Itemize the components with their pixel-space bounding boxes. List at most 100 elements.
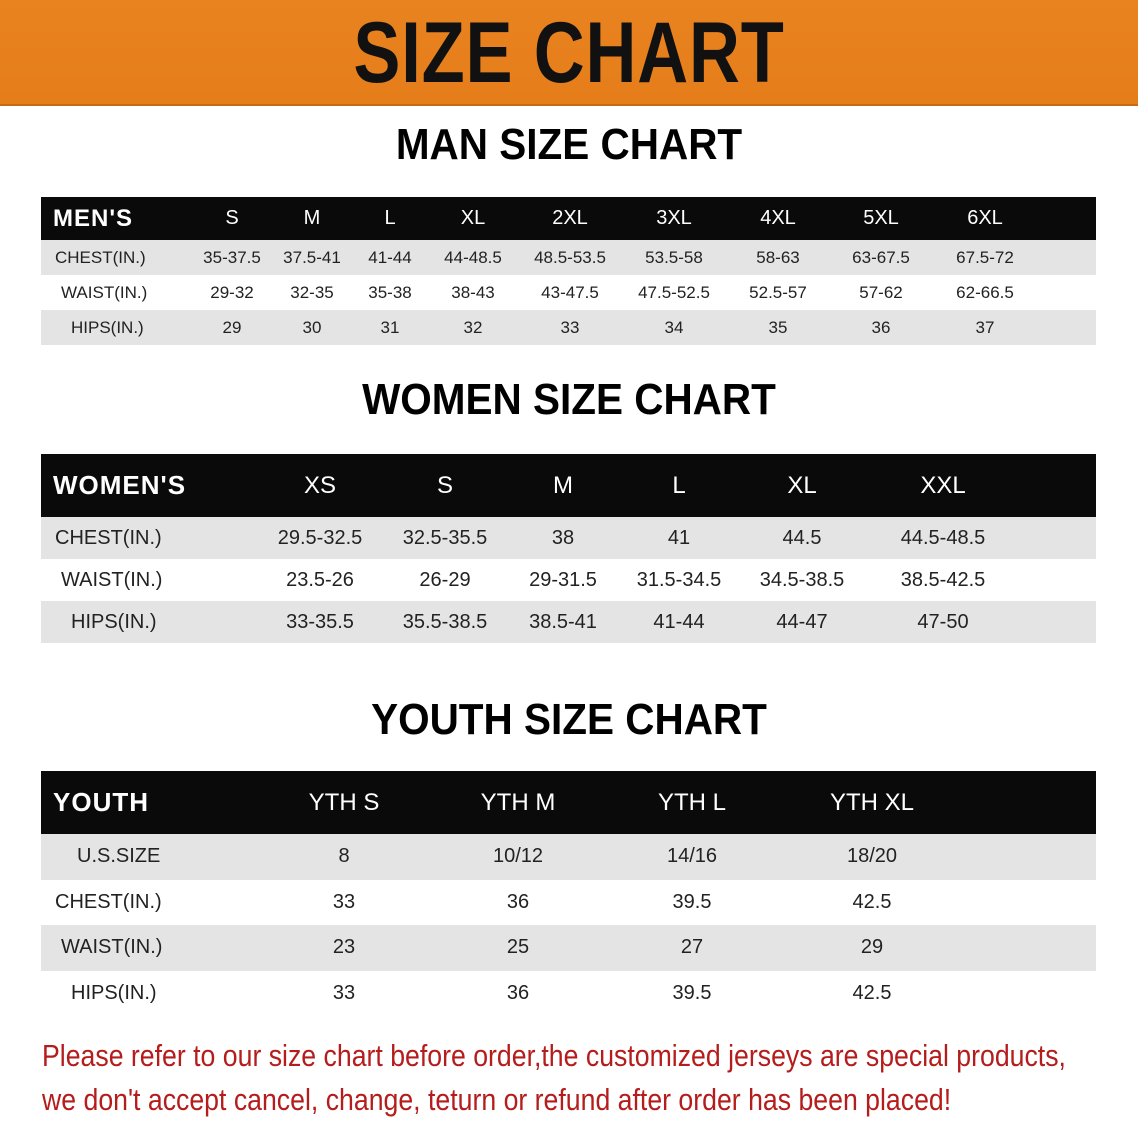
measurement-value: 36: [506, 981, 530, 1004]
table-row: HIPS(IN.) 33-35.5 35.5-38.5 38.5-41 41-44 44-…: [41, 601, 1096, 643]
measurement-value: 23.5-26: [286, 568, 354, 591]
size-header-cell: L: [672, 471, 686, 499]
measurement-value: 18/20: [846, 845, 898, 868]
size-header-cell: 5XL: [863, 207, 899, 229]
measurement-value: 58-63: [756, 247, 800, 267]
size-header-cell: 6XL: [967, 207, 1003, 229]
measurement-label: WAIST(IN.): [61, 936, 163, 959]
measurement-value: 32.5-35.5: [402, 526, 488, 549]
measurement-value: 53.5-58: [645, 247, 703, 267]
measurement-value: 34: [664, 317, 684, 337]
measurement-value: 44-47: [776, 610, 828, 633]
measurement-value: 10/12: [492, 845, 544, 868]
measurement-value: 33: [332, 981, 356, 1004]
measurement-value: 39.5: [672, 981, 712, 1004]
size-header-cell: 2XL: [552, 207, 588, 229]
size-header-cell: M: [303, 207, 321, 229]
table-header-row: WOMEN'S XS S M L XL XXL: [41, 454, 1096, 517]
measurement-value: 67.5-72: [956, 247, 1014, 267]
measurement-label: U.S.SIZE: [77, 845, 161, 868]
measurement-value: 29.5-32.5: [277, 526, 363, 549]
measurement-value: 42.5: [852, 890, 892, 913]
measurement-value: 29: [222, 317, 242, 337]
table-row: WAIST(IN.) 23.5-26 26-29 29-31.5 31.5-34.5 34…: [41, 559, 1096, 601]
table-row: HIPS(IN.) 29 30 31 32 33 34 35 36 37: [41, 310, 1096, 345]
size-header-cell: S: [225, 207, 239, 229]
measurement-value: 31: [380, 317, 400, 337]
table-row: CHEST(IN.) 35-37.5 37.5-41 41-44 44-48.5 48.5…: [41, 240, 1096, 275]
measurement-value: 29-32: [210, 282, 254, 302]
measurement-value: 34.5-38.5: [759, 568, 845, 591]
measurement-value: 41: [667, 526, 691, 549]
measurement-value: 38.5-41: [529, 610, 597, 633]
measurement-value: 43-47.5: [541, 282, 599, 302]
notice-line-1: Please refer to our size chart before or…: [42, 1038, 1066, 1073]
measurement-value: 31.5-34.5: [636, 568, 722, 591]
table-row: CHEST(IN.) 33 36 39.5 42.5: [41, 879, 1096, 925]
measurement-value: 37.5-41: [283, 247, 341, 267]
banner-title: SIZE CHART: [353, 5, 785, 101]
size-header-cell: XL: [787, 471, 817, 499]
measurement-value: 37: [975, 317, 995, 337]
title-banner: SIZE CHART: [0, 0, 1138, 106]
measurement-value: 14/16: [666, 845, 718, 868]
measurement-value: 35.5-38.5: [402, 610, 488, 633]
measurement-value: 25: [506, 936, 530, 959]
measurement-value: 62-66.5: [956, 282, 1014, 302]
measurement-value: 29: [860, 936, 884, 959]
measurement-value: 26-29: [419, 568, 471, 591]
measurement-value: 63-67.5: [852, 247, 910, 267]
measurement-value: 30: [302, 317, 322, 337]
measurement-value: 44.5: [782, 526, 822, 549]
measurement-value: 47.5-52.5: [638, 282, 710, 302]
table-row: CHEST(IN.) 29.5-32.5 32.5-35.5 38 41 44.5 44.5…: [41, 517, 1096, 559]
measurement-value: 35-38: [368, 282, 412, 302]
table-row: WAIST(IN.) 23 25 27 29: [41, 925, 1096, 971]
size-header-cell: 4XL: [760, 207, 796, 229]
measurement-value: 39.5: [672, 890, 712, 913]
size-header-cell: YTH L: [657, 788, 727, 816]
measurement-value: 33: [560, 317, 580, 337]
measurement-label: WAIST(IN.): [61, 282, 148, 302]
measurement-value: 36: [506, 890, 530, 913]
size-header-cell: XXL: [920, 471, 966, 499]
measurement-value: 47-50: [917, 610, 969, 633]
size-header-cell: YTH M: [480, 788, 556, 816]
size-header-cell: L: [384, 207, 396, 229]
table-header-row: MEN'S S M L XL 2XL 3XL 4XL 5XL 6XL: [41, 197, 1096, 240]
table-header-row: YOUTH YTH S YTH M YTH L YTH XL: [41, 771, 1096, 834]
table-row: U.S.SIZE 8 10/12 14/16 18/20: [41, 834, 1096, 880]
measurement-value: 38: [551, 526, 575, 549]
size-header-cell: 3XL: [656, 207, 692, 229]
measurement-value: 33-35.5: [286, 610, 354, 633]
measurement-value: 27: [680, 936, 704, 959]
size-header-cell: YTH S: [308, 788, 380, 816]
table-title-cell: YOUTH: [53, 787, 149, 817]
size-header-cell: M: [553, 471, 573, 499]
men-section-title: MAN SIZE CHART: [395, 120, 743, 169]
size-header-cell: S: [436, 471, 454, 499]
measurement-value: 42.5: [852, 981, 892, 1004]
measurement-value: 32-35: [290, 282, 334, 302]
measurement-value: 33: [332, 890, 356, 913]
measurement-value: 36: [871, 317, 891, 337]
measurement-value: 35: [768, 317, 788, 337]
size-header-cell: XS: [303, 471, 337, 499]
table-title-cell: WOMEN'S: [53, 470, 187, 500]
measurement-label: CHEST(IN.): [55, 247, 146, 267]
size-header-cell: XL: [460, 207, 486, 229]
measurement-value: 44.5-48.5: [900, 526, 986, 549]
measurement-value: 23: [332, 936, 356, 959]
table-row: WAIST(IN.) 29-32 32-35 35-38 38-43 43-47.5 47.…: [41, 275, 1096, 310]
measurement-value: 44-48.5: [444, 247, 502, 267]
measurement-label: WAIST(IN.): [61, 568, 163, 591]
measurement-label: HIPS(IN.): [71, 317, 144, 337]
table-row: HIPS(IN.) 33 36 39.5 42.5: [41, 970, 1096, 1016]
size-header-cell: YTH XL: [829, 788, 915, 816]
measurement-label: HIPS(IN.): [71, 610, 157, 633]
measurement-value: 8: [338, 845, 350, 868]
measurement-value: 38-43: [451, 282, 495, 302]
measurement-value: 41-44: [368, 247, 412, 267]
youth-section-title: YOUTH SIZE CHART: [371, 695, 767, 744]
